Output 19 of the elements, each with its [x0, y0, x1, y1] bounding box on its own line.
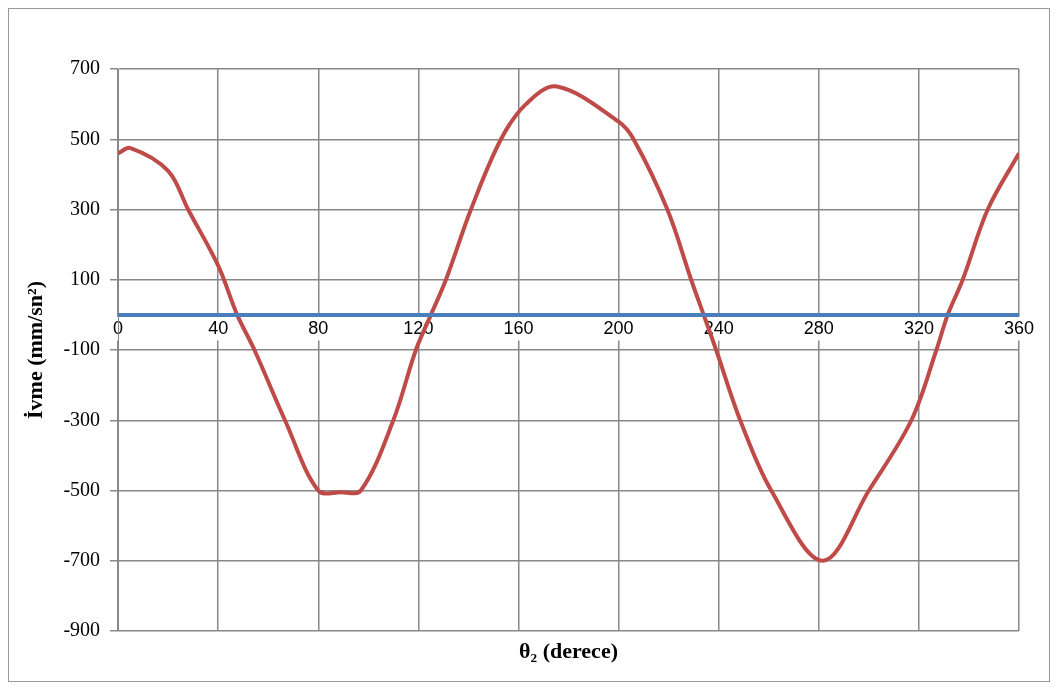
x-tick-label: 40 — [208, 317, 229, 338]
y-tick-label: 100 — [70, 267, 101, 289]
y-tick-label: -300 — [63, 407, 101, 430]
x-tick-label: 80 — [308, 317, 329, 338]
y-axis-title: İvme (mm/sn²) — [21, 281, 47, 419]
y-tick-label: 300 — [70, 196, 101, 219]
x-axis-title: θ₂ (derece) — [519, 637, 618, 663]
x-tick-label: 320 — [903, 317, 934, 338]
y-tick-label: -900 — [63, 618, 101, 641]
y-tick-label: -500 — [63, 477, 101, 500]
x-tick-label: 280 — [803, 317, 834, 338]
y-tick-label: -100 — [63, 337, 101, 360]
y-tick-label: -700 — [63, 548, 101, 570]
x-tick-label: 200 — [603, 317, 634, 338]
x-tick-label: 0 — [113, 317, 124, 338]
x-tick-label: 160 — [503, 317, 534, 338]
y-tick-label: 700 — [70, 56, 101, 79]
y-tick-label: 500 — [70, 126, 101, 149]
x-tick-label: 360 — [1003, 317, 1035, 338]
